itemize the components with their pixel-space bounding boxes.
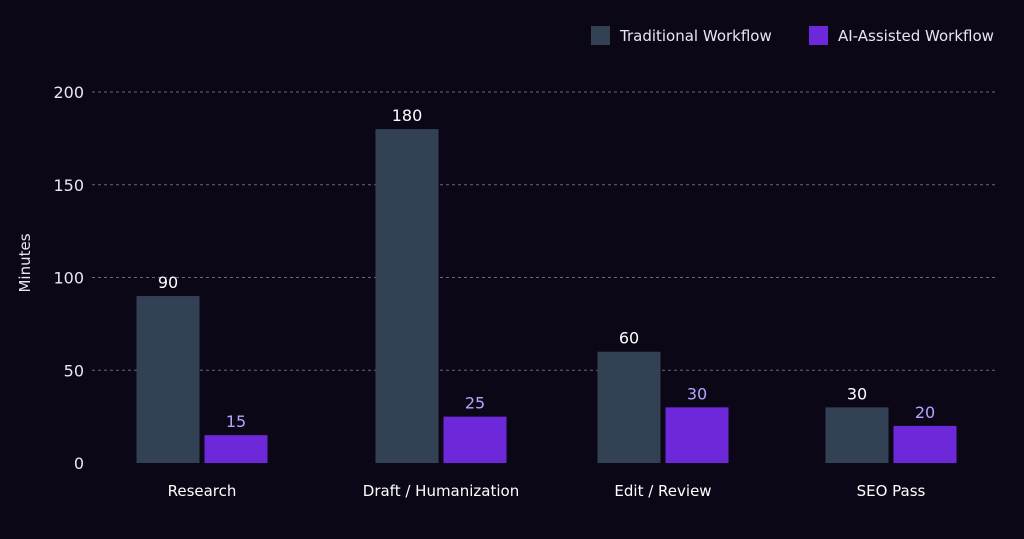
bar-value-label: 20 (915, 403, 935, 422)
y-tick-label: 0 (74, 454, 84, 473)
bar-ai-assisted (665, 407, 729, 463)
bar-value-label: 30 (847, 384, 867, 403)
bar-value-label: 15 (226, 412, 246, 431)
bar-traditional (375, 129, 439, 463)
x-category-label: Edit / Review (614, 482, 711, 500)
y-tick-label: 100 (53, 269, 84, 288)
legend-label: Traditional Workflow (619, 27, 772, 45)
bar-ai-assisted (204, 435, 268, 463)
bar-traditional (136, 296, 200, 463)
y-tick-label: 150 (53, 176, 84, 195)
bar-ai-assisted (443, 416, 507, 463)
bar-value-label: 25 (465, 394, 485, 413)
bar-value-label: 60 (619, 329, 639, 348)
y-axis-title: Minutes (16, 233, 34, 292)
legend: Traditional Workflow AI-Assisted Workflow (591, 26, 994, 45)
legend-swatch (591, 26, 610, 45)
bar-value-label: 30 (687, 384, 707, 403)
bar-ai-assisted (893, 425, 957, 463)
bars-layer: 90 15 180 25 60 30 30 20 (136, 106, 957, 463)
x-category-label: SEO Pass (857, 482, 926, 500)
bar-value-label: 180 (392, 106, 423, 125)
x-category-label: Draft / Humanization (363, 482, 519, 500)
y-axis: 0 50 100 150 200 (53, 83, 84, 473)
y-tick-label: 200 (53, 83, 84, 102)
legend-swatch (809, 26, 828, 45)
grid-layer (92, 91, 998, 371)
bar-value-label: 90 (158, 273, 178, 292)
y-tick-label: 50 (64, 361, 84, 380)
legend-label: AI-Assisted Workflow (838, 27, 994, 45)
x-category-label: Research (168, 482, 237, 500)
bar-traditional (597, 351, 661, 463)
x-axis: Research Draft / Humanization Edit / Revie… (168, 482, 926, 500)
bar-traditional (825, 407, 889, 463)
